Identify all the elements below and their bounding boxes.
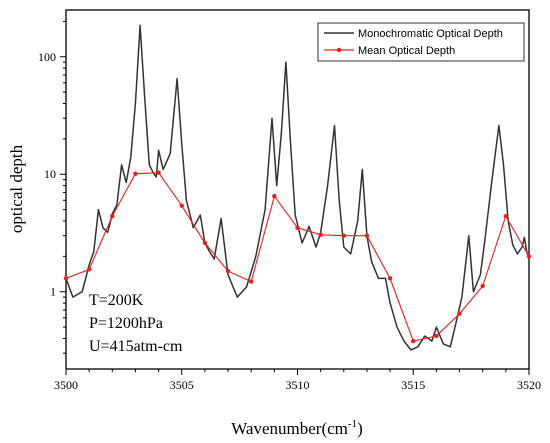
series-mean-point: [526, 254, 532, 259]
series-layer: [63, 24, 532, 351]
series-mean-point: [387, 276, 393, 281]
x-axis-title-sup: -1: [348, 418, 357, 430]
series-mean-point: [318, 232, 323, 238]
series-mean-point: [480, 283, 485, 289]
series-mean-point: [364, 233, 370, 238]
series-mean-point: [63, 276, 69, 281]
annotation-temperature: T=200K: [89, 292, 144, 309]
y-axis-title: optical depth: [7, 144, 26, 233]
x-axis-title-main: Wavenumber(cm: [231, 419, 348, 438]
series-mean-point: [503, 213, 509, 219]
series-mean-point: [225, 268, 231, 274]
series-mean-point: [110, 213, 115, 219]
x-tick-label: 3505: [170, 378, 194, 392]
y-tick-label: 100: [38, 50, 56, 64]
series-mean-point: [457, 311, 462, 316]
y-tick-label: 10: [44, 167, 56, 181]
series-mean-point: [133, 171, 138, 176]
x-tick-label: 3500: [54, 378, 78, 392]
y-tick-labels: 1 10 100: [38, 50, 56, 299]
legend-label-monochromatic: Monochromatic Optical Depth: [358, 28, 503, 40]
series-mean-point: [272, 194, 277, 199]
series-mean-point: [341, 233, 346, 238]
x-axis-title-close: ): [357, 419, 363, 438]
x-tick-labels: 3500 3505 3510 3515 3520: [54, 378, 541, 392]
series-monochromatic-line: [65, 24, 530, 351]
x-axis-title: Wavenumber(cm-1): [231, 418, 362, 438]
legend-marker-mean: [336, 47, 342, 53]
series-mean-point: [86, 267, 92, 272]
series-mean-point: [411, 338, 416, 344]
x-tick-label: 3510: [286, 378, 310, 392]
series-mean-point: [179, 203, 184, 208]
annotation-pressure: P=1200hPa: [89, 315, 163, 332]
series-mean-point: [295, 225, 300, 231]
annotation-absorber: U=415atm-cm: [89, 338, 183, 355]
series-mean-point: [249, 279, 254, 284]
series-mean-point: [202, 240, 208, 246]
y-tick-label: 1: [50, 285, 56, 299]
axis-ticks: [60, 20, 530, 375]
series-mean-point: [156, 170, 161, 175]
legend: Monochromatic Optical Depth Mean Optical…: [317, 22, 525, 62]
legend-label-mean: Mean Optical Depth: [358, 45, 455, 57]
legend-box: [317, 22, 525, 62]
x-tick-label: 3520: [517, 378, 541, 392]
series-mean-point: [434, 333, 439, 339]
x-tick-label: 3515: [401, 378, 425, 392]
annotations: T=200K P=1200hPa U=415atm-cm: [89, 292, 183, 355]
